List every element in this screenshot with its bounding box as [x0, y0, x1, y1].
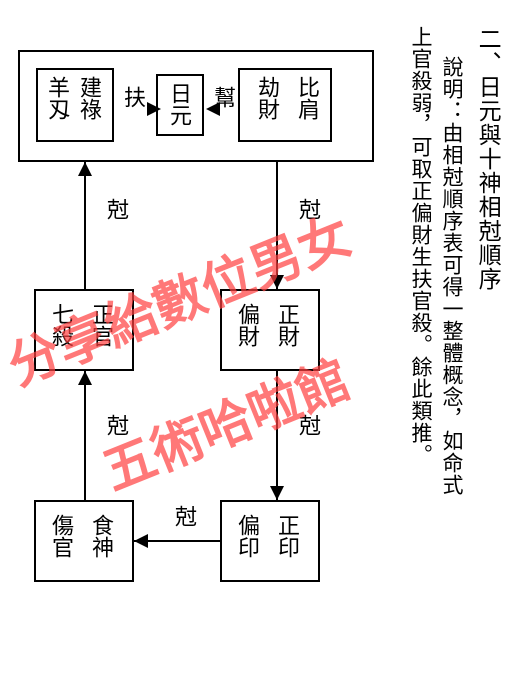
label-zhengcai: 正財 — [276, 303, 298, 347]
label-fu: 扶 — [122, 86, 144, 108]
label-jianlu: 建祿 — [78, 76, 100, 120]
label-riyuan: 日元 — [168, 82, 190, 126]
arrow-fu-to-riyuan — [147, 102, 161, 116]
explanation-line-1: 說明：由相尅順序表可得一整體概念，如命式 — [441, 56, 463, 496]
label-bijian: 比肩 — [296, 76, 318, 120]
edge-label-ke: 尅 — [168, 505, 200, 527]
arrow-bang-to-riyuan — [206, 102, 220, 116]
section-heading: 二、日元與十神相尅順序 — [475, 27, 499, 291]
explanation-line-2: 上官殺弱，可取正偏財生扶官殺。餘此類推。 — [410, 26, 432, 466]
label-shangguan: 傷官 — [50, 514, 72, 558]
label-zhengyin: 正印 — [276, 514, 298, 558]
label-jiecai: 劫財 — [256, 76, 278, 120]
label-shishen: 食神 — [90, 514, 112, 558]
label-pianyin: 偏印 — [236, 514, 258, 558]
label-yangren: 羊刄 — [46, 76, 68, 120]
edge-label-ke: 尅 — [100, 198, 132, 220]
